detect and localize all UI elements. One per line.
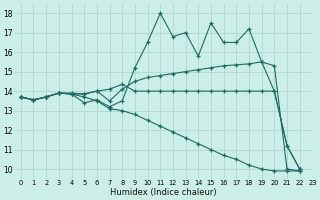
X-axis label: Humidex (Indice chaleur): Humidex (Indice chaleur): [110, 188, 217, 197]
